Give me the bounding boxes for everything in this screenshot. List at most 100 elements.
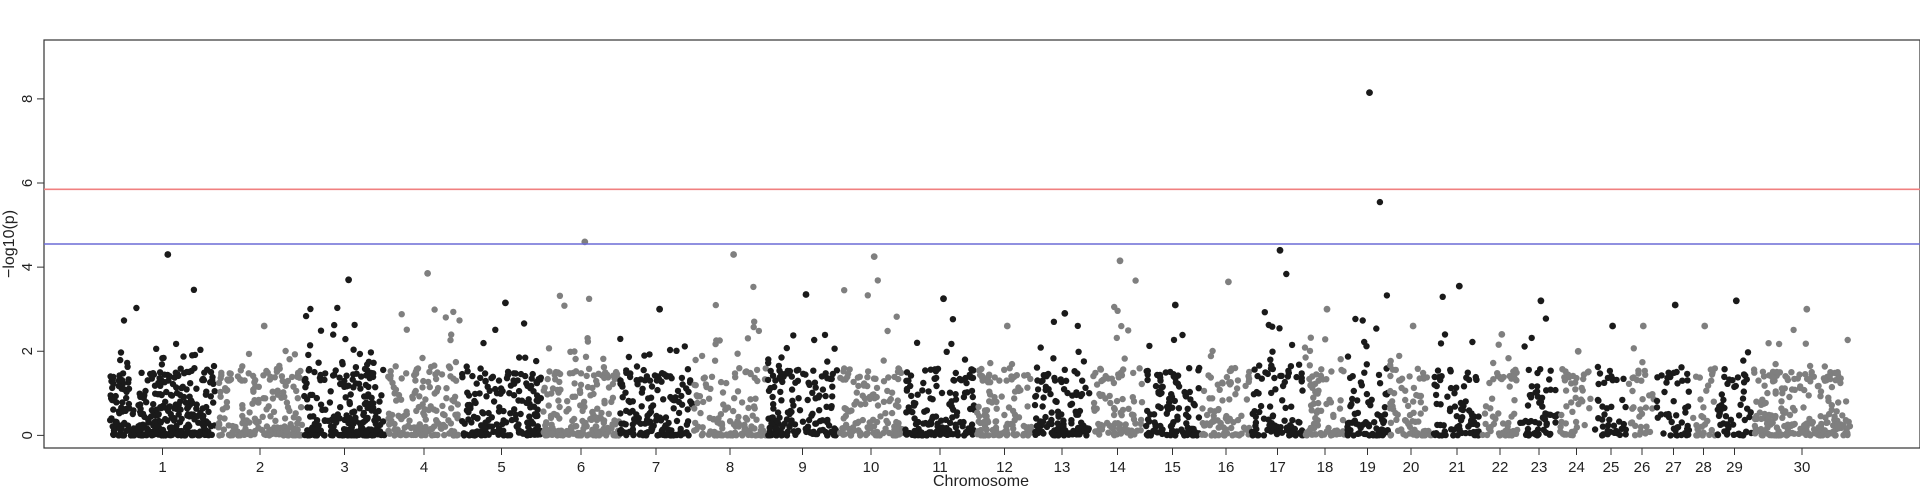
snp-point — [1638, 377, 1645, 384]
snp-point — [272, 417, 279, 424]
snp-point — [565, 405, 572, 413]
snp-point — [1069, 392, 1076, 399]
snp-point — [493, 421, 500, 428]
snp-point — [1367, 402, 1374, 409]
snp-point — [1505, 432, 1513, 439]
snp-point — [809, 389, 816, 396]
snp-point — [1097, 366, 1105, 373]
snp-point — [1068, 417, 1075, 424]
snp-point — [367, 349, 375, 356]
snp-point — [468, 430, 475, 438]
snp-point — [1706, 431, 1713, 439]
snp-point — [448, 331, 455, 338]
snp-point — [1465, 423, 1472, 430]
top-snp-point — [1803, 305, 1811, 313]
snp-point — [450, 308, 457, 316]
snp-point — [1396, 352, 1403, 360]
snp-point — [1772, 360, 1779, 368]
snp-point — [818, 373, 826, 380]
snp-point — [1806, 362, 1814, 370]
snp-point — [1048, 409, 1055, 416]
snp-point — [556, 292, 564, 299]
snp-point — [1717, 421, 1724, 428]
snp-point — [1354, 409, 1362, 417]
snp-point — [409, 393, 416, 400]
snp-point — [217, 393, 224, 400]
snp-point — [452, 358, 460, 366]
snp-point — [1479, 431, 1486, 439]
snp-point — [1361, 369, 1368, 376]
snp-point — [668, 432, 676, 439]
snp-point — [609, 394, 617, 401]
snp-point — [516, 354, 523, 361]
snp-point — [1288, 341, 1296, 349]
snp-point — [799, 418, 807, 425]
snp-point — [893, 432, 900, 439]
snp-point — [1547, 367, 1554, 374]
snp-point — [1077, 392, 1085, 400]
snp-point — [1054, 420, 1062, 427]
snp-point — [303, 380, 310, 387]
snp-point — [1073, 431, 1080, 438]
snp-point — [1769, 368, 1777, 375]
snp-point — [267, 413, 274, 420]
snp-point — [1040, 394, 1047, 401]
snp-point — [1358, 382, 1366, 389]
snp-point — [1394, 427, 1402, 434]
snp-point — [1370, 432, 1377, 439]
snp-point — [896, 366, 903, 373]
snp-point — [903, 369, 911, 376]
snp-point — [1228, 424, 1235, 432]
snp-point — [242, 420, 249, 428]
snp-point — [437, 424, 444, 432]
snp-point — [584, 335, 591, 342]
chromosome-7-points — [616, 305, 696, 439]
snp-point — [1047, 390, 1054, 398]
snp-point — [750, 283, 757, 291]
snp-point — [223, 404, 231, 411]
snp-point — [193, 405, 200, 412]
snp-point — [217, 388, 224, 396]
snp-point — [600, 364, 608, 371]
snp-point — [189, 430, 196, 437]
snp-point — [1307, 424, 1315, 432]
snp-point — [350, 371, 357, 378]
snp-point — [1783, 432, 1790, 439]
snp-point — [1657, 411, 1665, 418]
snp-point — [515, 421, 522, 428]
snp-point — [883, 417, 890, 425]
x-tick-label-chr-16: 16 — [1218, 459, 1235, 476]
x-tick-label-chr-18: 18 — [1317, 459, 1334, 476]
snp-point — [1418, 432, 1426, 439]
snp-point — [201, 369, 208, 376]
snp-point — [1746, 413, 1753, 421]
snp-point — [648, 383, 656, 390]
snp-point — [550, 410, 558, 418]
snp-point — [654, 432, 661, 439]
snp-point — [154, 391, 162, 398]
snp-point — [960, 418, 967, 426]
snp-point — [745, 430, 752, 437]
snp-point — [1473, 421, 1481, 428]
snp-point — [1692, 373, 1700, 380]
snp-point — [1349, 395, 1356, 403]
snp-point — [1817, 423, 1825, 430]
snp-point — [1295, 418, 1302, 426]
x-tick-label-chr-13: 13 — [1054, 459, 1071, 476]
snp-point — [156, 369, 164, 376]
snp-point — [1266, 403, 1274, 410]
snp-point — [751, 318, 758, 325]
snp-point — [600, 419, 607, 427]
snp-point — [1458, 405, 1465, 413]
snp-point — [1684, 370, 1691, 378]
snp-point — [1405, 420, 1412, 427]
snp-point — [1457, 415, 1465, 422]
snp-point — [1054, 425, 1061, 433]
snp-point — [238, 377, 245, 384]
snp-point — [1083, 425, 1091, 432]
snp-point — [331, 429, 339, 437]
snp-point — [1721, 428, 1728, 435]
snp-point — [480, 339, 487, 347]
snp-point — [1578, 384, 1585, 392]
snp-point — [617, 377, 624, 384]
